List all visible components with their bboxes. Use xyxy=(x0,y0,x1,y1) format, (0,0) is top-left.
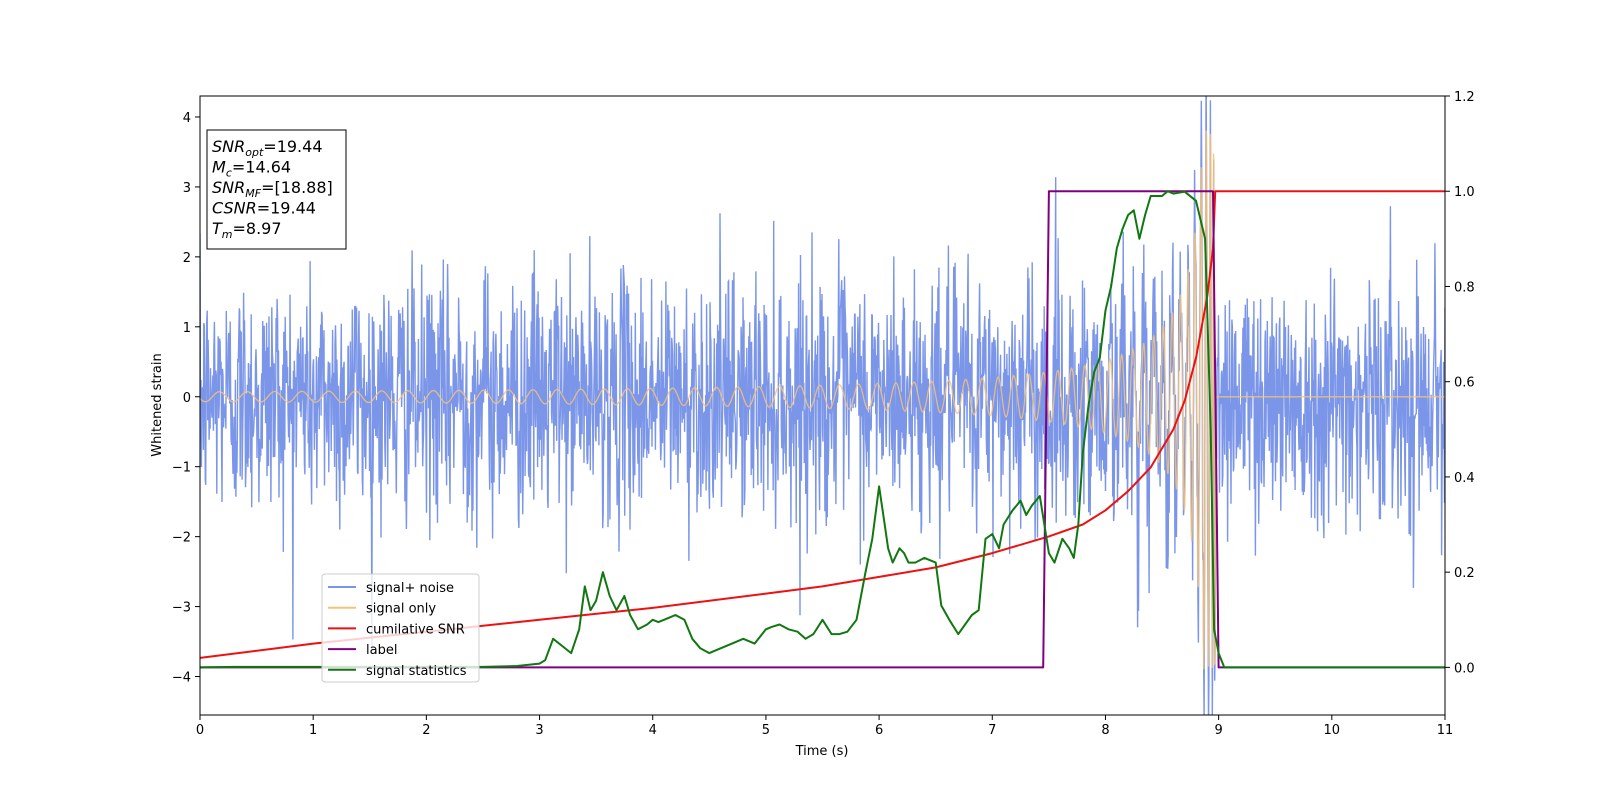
x-tick-label: 5 xyxy=(762,723,770,738)
x-tick-label: 1 xyxy=(309,723,317,738)
y-left-tick-label: −1 xyxy=(172,461,191,476)
x-axis-label: Time (s) xyxy=(795,744,849,759)
series-layer xyxy=(200,96,1445,715)
y-right-tick-label: 0.4 xyxy=(1454,471,1475,486)
y-left-tick-label: −3 xyxy=(172,601,191,616)
series-signal-noise xyxy=(200,96,1445,715)
annotation-line: SNRopt=19.44 xyxy=(212,137,323,159)
x-axis: 0 1 2 3 4 5 6 7 8 9 10 11 xyxy=(196,715,1453,738)
y-axis-label: Whitened strain xyxy=(150,353,165,456)
y-left-tick-label: 4 xyxy=(183,111,191,126)
x-tick-label: 11 xyxy=(1437,723,1454,738)
x-tick-label: 10 xyxy=(1324,723,1341,738)
y-left-tick-label: 2 xyxy=(183,251,191,266)
x-tick-label: 4 xyxy=(649,723,657,738)
y-left-tick-label: 1 xyxy=(183,321,191,336)
x-tick-label: 7 xyxy=(988,723,996,738)
y-axis-left: 4 3 2 1 0 −1 −2 −3 −4 xyxy=(172,111,200,686)
legend-signal-noise: signal+ noise xyxy=(328,581,454,596)
x-tick-label: 0 xyxy=(196,723,204,738)
legend-signal-statistics: signal statistics xyxy=(328,664,467,679)
annotation-line: Mc=14.64 xyxy=(212,158,291,180)
y-left-tick-label: −4 xyxy=(172,671,191,686)
legend-text: signal only xyxy=(366,602,436,617)
legend: signal+ noise signal only cumilative SNR la… xyxy=(321,573,480,683)
annotation-line: CSNR=19.44 xyxy=(212,199,316,218)
y-left-tick-label: 0 xyxy=(183,391,191,406)
y-left-tick-label: −2 xyxy=(172,531,191,546)
y-axis-right: 1.2 1.0 0.8 0.6 0.4 0.2 0.0 xyxy=(1445,90,1475,676)
x-tick-label: 6 xyxy=(875,723,883,738)
legend-label: label xyxy=(328,643,397,658)
legend-cumulative-snr: cumilative SNR xyxy=(328,622,465,637)
x-tick-label: 8 xyxy=(1101,723,1109,738)
legend-text: signal+ noise xyxy=(366,581,454,596)
x-tick-label: 2 xyxy=(422,723,430,738)
series-signal-only xyxy=(200,130,1445,670)
y-left-tick-label: 3 xyxy=(183,181,191,196)
y-right-tick-label: 0.6 xyxy=(1454,376,1475,391)
legend-signal-only: signal only xyxy=(328,602,436,617)
y-right-tick-label: 0.2 xyxy=(1454,566,1475,581)
plot-frame xyxy=(199,95,1446,716)
legend-text: cumilative SNR xyxy=(366,622,465,637)
y-right-tick-label: 0.0 xyxy=(1454,661,1475,676)
annotation-line: Tm=8.97 xyxy=(212,219,282,241)
annotation-box: SNRopt=19.44Mc=14.64SNRMF=[18.88]CSNR=19… xyxy=(206,129,347,250)
y-right-tick-label: 1.0 xyxy=(1454,185,1475,200)
annotation-line: SNRMF=[18.88] xyxy=(212,178,333,200)
series-cumulative-snr xyxy=(200,190,1445,659)
x-tick-label: 9 xyxy=(1214,723,1222,738)
legend-text: signal statistics xyxy=(366,664,467,679)
legend-text: label xyxy=(366,643,397,658)
x-tick-label: 3 xyxy=(535,723,543,738)
y-right-tick-label: 0.8 xyxy=(1454,280,1475,295)
series-signal-statistics xyxy=(200,190,1445,669)
y-right-tick-label: 1.2 xyxy=(1454,90,1475,105)
